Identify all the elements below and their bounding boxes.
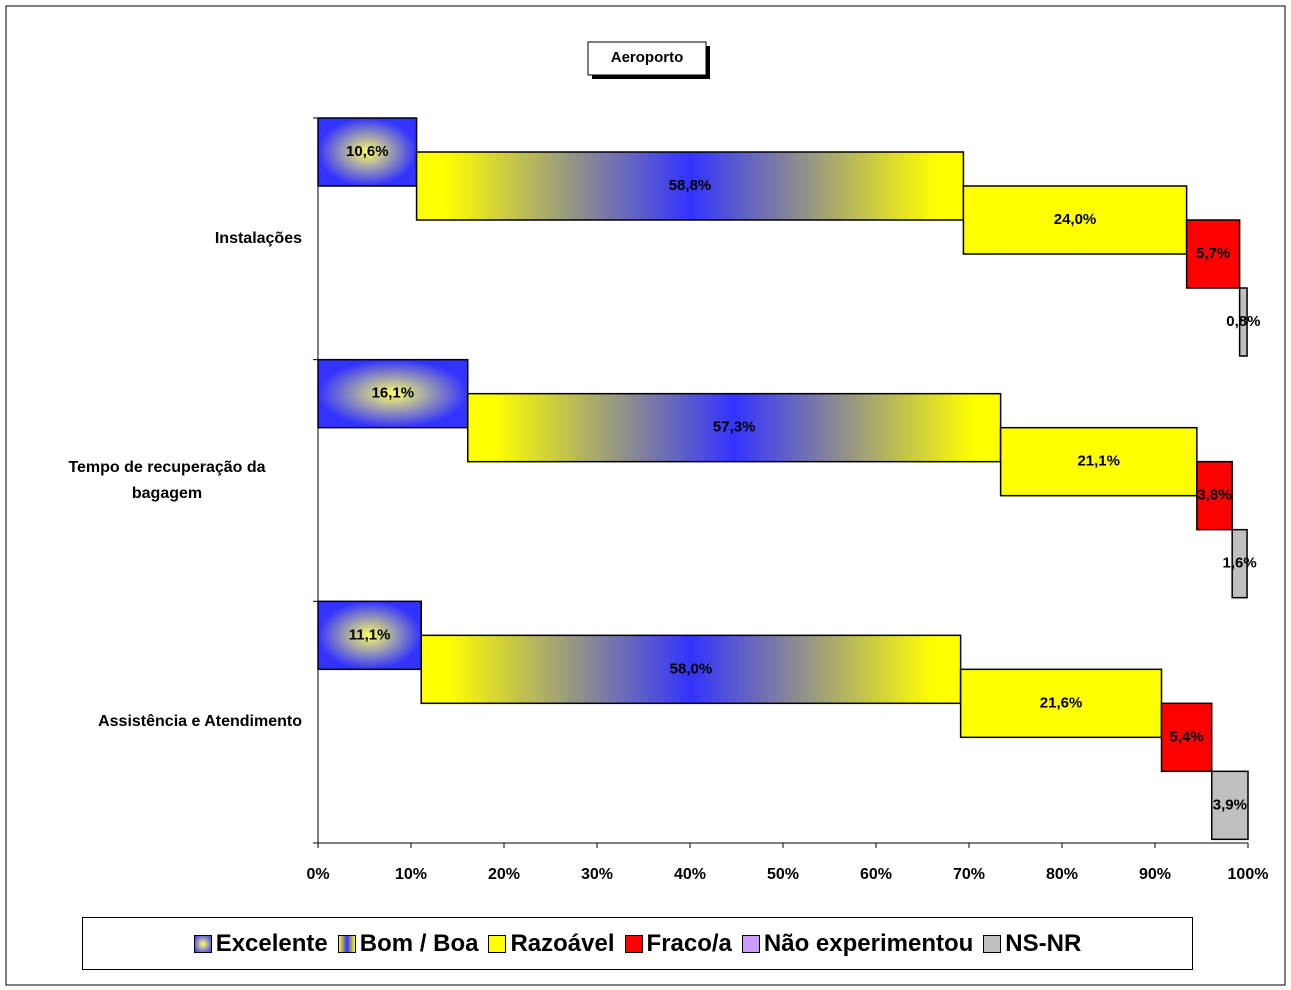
value-label: 58,0% bbox=[670, 660, 713, 677]
category-text: Instalações bbox=[214, 229, 302, 247]
title-box bbox=[587, 41, 707, 76]
chart-title: Aeroporto bbox=[611, 49, 684, 66]
value-label: 57,3% bbox=[713, 419, 756, 436]
value-label: 5,4% bbox=[1170, 728, 1204, 745]
x-tick-label: 90% bbox=[1139, 866, 1171, 883]
legend: Excelente Bom / Boa Razoável Fraco/a Não exp… bbox=[82, 917, 1193, 970]
bar-segment bbox=[962, 185, 1188, 255]
legend-swatch bbox=[337, 934, 356, 953]
bar-segment bbox=[1231, 528, 1248, 599]
x-tick-label: 0% bbox=[306, 866, 329, 883]
bar-segment bbox=[317, 358, 469, 429]
x-tick-label: 80% bbox=[1046, 866, 1078, 883]
bar-segment bbox=[415, 151, 965, 221]
legend-label: NS-NR bbox=[1005, 929, 1082, 957]
x-tick-label: 70% bbox=[953, 866, 985, 883]
bar-segment bbox=[1196, 460, 1233, 531]
frame bbox=[5, 5, 1286, 986]
legend-swatch bbox=[741, 934, 760, 953]
legend-item: Razoável bbox=[488, 929, 615, 958]
x-tick-label: 30% bbox=[581, 866, 613, 883]
bar-segment bbox=[317, 600, 422, 671]
bar-segment bbox=[1238, 287, 1248, 357]
bar-segment bbox=[317, 117, 418, 187]
category-text: Tempo de recuperação da bagagem bbox=[68, 458, 266, 502]
legend-label: Razoável bbox=[510, 929, 615, 957]
x-tick-label: 100% bbox=[1228, 866, 1269, 883]
value-label: 3,8% bbox=[1197, 487, 1231, 504]
bar-segment bbox=[420, 634, 962, 705]
category-label: Tempo de recuperação da bagagem bbox=[32, 455, 302, 507]
legend-label: Não experimentou bbox=[763, 929, 974, 957]
legend-label: Bom / Boa bbox=[359, 929, 479, 957]
bar-segment bbox=[959, 668, 1163, 739]
legend-item: Bom / Boa bbox=[337, 929, 479, 958]
value-label: 3,9% bbox=[1213, 796, 1247, 813]
category-label: Assistência e Atendimento bbox=[98, 709, 302, 735]
value-label: 24,0% bbox=[1054, 211, 1097, 228]
bar-segment bbox=[1160, 702, 1213, 773]
legend-swatch bbox=[193, 934, 212, 953]
legend-item: NS-NR bbox=[983, 930, 1081, 958]
value-label: 16,1% bbox=[372, 385, 415, 402]
value-label: 1,6% bbox=[1223, 555, 1257, 572]
legend-item: Excelente bbox=[193, 929, 328, 958]
value-label: 5,7% bbox=[1196, 245, 1230, 262]
x-tick-label: 60% bbox=[860, 866, 892, 883]
bar-segment bbox=[466, 392, 1002, 463]
x-tick-label: 40% bbox=[674, 866, 706, 883]
legend-item: Fraco/a bbox=[624, 929, 732, 958]
category-text: Assistência e Atendimento bbox=[98, 713, 302, 731]
value-label: 0,8% bbox=[1226, 313, 1260, 330]
legend-item: Não experimentou bbox=[741, 929, 974, 958]
value-label: 10,6% bbox=[346, 143, 389, 160]
x-tick-label: 10% bbox=[395, 866, 427, 883]
value-label: 21,6% bbox=[1040, 694, 1083, 711]
x-tick-label: 50% bbox=[767, 866, 799, 883]
bar-segment bbox=[1210, 770, 1249, 841]
value-label: 58,8% bbox=[669, 177, 712, 194]
legend-swatch bbox=[983, 934, 1002, 953]
value-label: 21,1% bbox=[1077, 453, 1120, 470]
category-label: Instalações bbox=[215, 226, 302, 252]
x-tick-label: 20% bbox=[488, 866, 520, 883]
bar-segment bbox=[1185, 219, 1241, 289]
bar-segment bbox=[999, 426, 1198, 497]
legend-label: Excelente bbox=[215, 929, 328, 957]
legend-swatch bbox=[488, 934, 507, 953]
legend-label: Fraco/a bbox=[646, 929, 732, 957]
value-label: 11,1% bbox=[349, 626, 391, 643]
legend-swatch bbox=[624, 934, 643, 953]
